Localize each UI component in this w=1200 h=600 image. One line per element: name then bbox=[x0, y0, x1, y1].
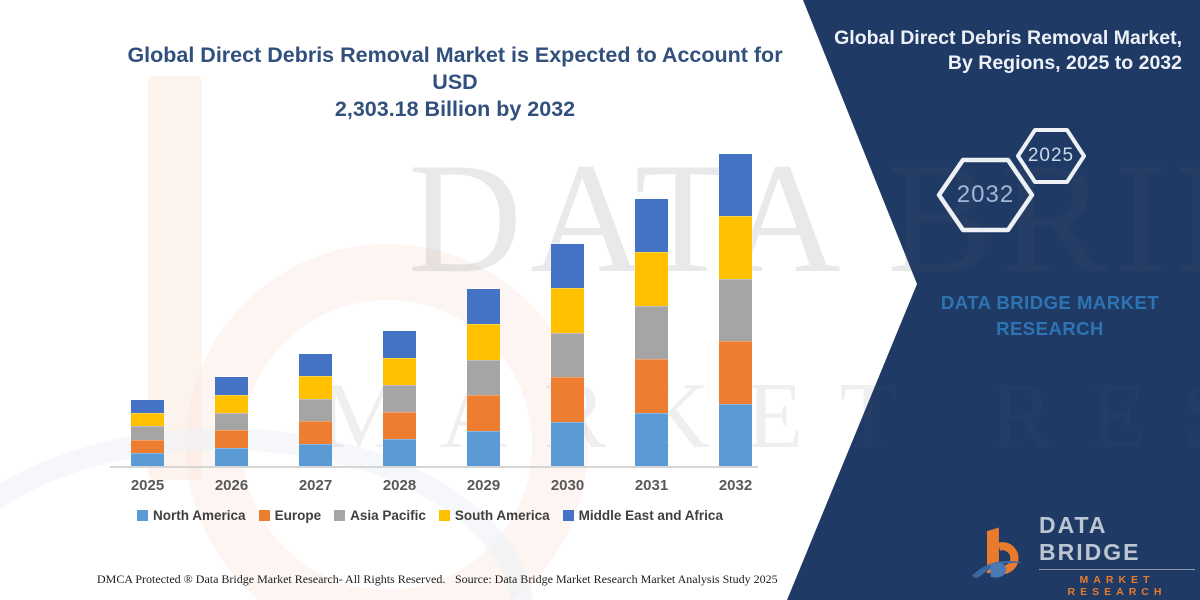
logo-tagline: MARKET RESEARCH bbox=[1067, 574, 1167, 598]
dbmr-logo-b-icon bbox=[972, 527, 1024, 578]
legend-swatch-icon bbox=[258, 510, 270, 521]
logo-name: DATA BRIDGE bbox=[1039, 512, 1195, 570]
bar-segment-south-america bbox=[383, 358, 416, 386]
bar-segment-south-america bbox=[551, 288, 584, 333]
panel-title-line2: By Regions, 2025 to 2032 bbox=[947, 52, 1182, 74]
bar-segment-south-america bbox=[215, 394, 248, 413]
panel-title-line1: Global Direct Debris Removal Market, bbox=[834, 27, 1182, 49]
panel-title: Global Direct Debris Removal Market, By … bbox=[830, 26, 1182, 76]
bar-2025 bbox=[131, 399, 164, 466]
bar-segment-middle-east-and-africa bbox=[383, 331, 416, 359]
bar-segment-middle-east-and-africa bbox=[299, 354, 332, 377]
bar-2028 bbox=[383, 331, 416, 466]
bar-segment-north-america bbox=[299, 443, 332, 466]
dbmr-logo-text: DATA BRIDGE MARKET RESEARCH bbox=[1039, 512, 1195, 598]
bar-segment-asia-pacific bbox=[215, 412, 248, 431]
bar-segment-europe bbox=[719, 341, 752, 404]
chart-title-line1: Global Direct Debris Removal Market is E… bbox=[127, 43, 783, 94]
bar-segment-middle-east-and-africa bbox=[551, 243, 584, 289]
bar-segment-asia-pacific bbox=[131, 426, 164, 440]
bar-2029 bbox=[467, 288, 500, 466]
x-tick-2029: 2029 bbox=[466, 477, 501, 494]
plot-area bbox=[115, 154, 760, 466]
bar-segment-south-america bbox=[719, 216, 752, 279]
bar-segment-asia-pacific bbox=[299, 398, 332, 422]
bar-segment-north-america bbox=[551, 421, 584, 466]
bar-segment-south-america bbox=[299, 376, 332, 399]
legend-label: North America bbox=[153, 508, 246, 523]
bar-segment-north-america bbox=[383, 439, 416, 466]
bar-segment-europe bbox=[215, 430, 248, 449]
bar-segment-middle-east-and-africa bbox=[131, 399, 164, 414]
legend-label: Middle East and Africa bbox=[578, 508, 723, 523]
bar-segment-asia-pacific bbox=[383, 385, 416, 413]
bar-segment-middle-east-and-africa bbox=[467, 288, 500, 325]
legend-label: South America bbox=[454, 508, 550, 523]
x-tick-2028: 2028 bbox=[382, 477, 417, 494]
x-axis-labels: 2025 2026 2027 2028 2029 2030 2031 2032 bbox=[115, 477, 760, 497]
bar-segment-middle-east-and-africa bbox=[215, 377, 248, 395]
legend-item-europe: Europe bbox=[258, 508, 322, 523]
hexagon-icon bbox=[1016, 128, 1086, 184]
x-tick-2026: 2026 bbox=[214, 477, 249, 494]
x-tick-2031: 2031 bbox=[634, 477, 669, 494]
chart-title-line2: 2,303.18 Billion by 2032 bbox=[334, 97, 576, 121]
panel-brand-text: DATA BRIDGE MARKET RESEARCH bbox=[905, 290, 1195, 342]
hexagon-2032-label: 2032 bbox=[956, 181, 1015, 208]
bar-segment-north-america bbox=[131, 452, 164, 466]
bar-segment-europe bbox=[635, 359, 668, 413]
bar-segment-europe bbox=[299, 421, 332, 444]
legend-swatch-icon bbox=[438, 510, 450, 521]
legend-item-north-america: North America bbox=[137, 508, 246, 523]
bar-2031 bbox=[635, 199, 668, 466]
bar-2027 bbox=[299, 354, 332, 466]
bar-segment-asia-pacific bbox=[635, 305, 668, 360]
bar-segment-europe bbox=[467, 395, 500, 431]
bar-segment-north-america bbox=[215, 448, 248, 466]
legend-item-middle-east-and-africa: Middle East and Africa bbox=[562, 508, 723, 523]
bar-2026 bbox=[215, 377, 248, 466]
x-tick-2027: 2027 bbox=[298, 477, 333, 494]
bar-2030 bbox=[551, 243, 584, 466]
bar-segment-europe bbox=[383, 412, 416, 440]
legend-swatch-icon bbox=[137, 510, 149, 521]
legend-label: Europe bbox=[274, 508, 322, 523]
bar-segment-south-america bbox=[635, 252, 668, 306]
source-note: Source: Data Bridge Market Research Mark… bbox=[455, 572, 778, 586]
hexagon-badge-2032: 2032 bbox=[936, 155, 1035, 235]
bar-segment-north-america bbox=[467, 430, 500, 466]
bar-segment-north-america bbox=[719, 403, 752, 466]
bar-segment-south-america bbox=[131, 413, 164, 427]
legend-swatch-icon bbox=[334, 510, 346, 521]
bar-segment-north-america bbox=[635, 412, 668, 466]
panel-brand-line2: RESEARCH bbox=[996, 318, 1104, 339]
bar-segment-europe bbox=[551, 377, 584, 422]
legend-item-asia-pacific: Asia Pacific bbox=[334, 508, 426, 523]
dmca-notice: DMCA Protected ® Data Bridge Market Rese… bbox=[97, 572, 446, 586]
x-tick-2030: 2030 bbox=[550, 477, 585, 494]
bar-segment-asia-pacific bbox=[719, 278, 752, 342]
dbmr-logo: DATA BRIDGE MARKET RESEARCH bbox=[965, 512, 1195, 598]
panel-brand-line1: DATA BRIDGE MARKET bbox=[940, 292, 1160, 313]
chart-title: Global Direct Debris Removal Market is E… bbox=[115, 42, 795, 123]
legend-swatch-icon bbox=[562, 510, 574, 521]
bar-segment-middle-east-and-africa bbox=[635, 199, 668, 253]
legend-label: Asia Pacific bbox=[350, 508, 426, 523]
chart-legend: North America Europe Asia Pacific South Ame… bbox=[95, 508, 765, 523]
hexagon-badge-2025: 2025 bbox=[1015, 126, 1087, 186]
x-tick-2025: 2025 bbox=[130, 477, 165, 494]
x-tick-2032: 2032 bbox=[718, 477, 753, 494]
bar-segment-asia-pacific bbox=[467, 359, 500, 396]
hexagon-2025-label: 2025 bbox=[1027, 145, 1075, 166]
bar-segment-europe bbox=[131, 439, 164, 453]
bar-segment-south-america bbox=[467, 324, 500, 360]
bar-2032 bbox=[719, 154, 752, 466]
bar-segment-asia-pacific bbox=[551, 332, 584, 378]
legend-item-south-america: South America bbox=[438, 508, 550, 523]
bar-segment-middle-east-and-africa bbox=[719, 154, 752, 217]
hexagon-icon bbox=[936, 157, 1035, 233]
x-axis-line bbox=[110, 466, 758, 468]
